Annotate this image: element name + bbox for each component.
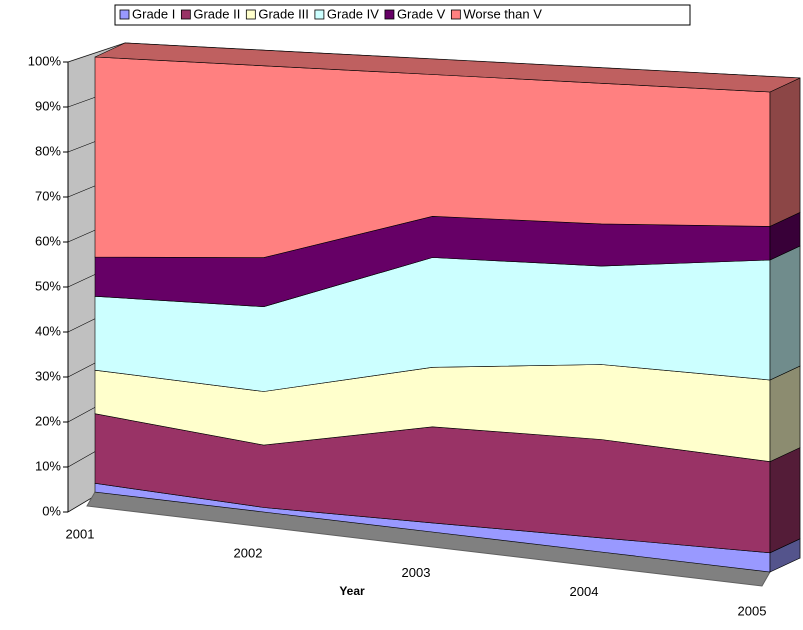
legend-box bbox=[114, 4, 691, 26]
legend-swatch bbox=[384, 9, 395, 20]
y-tick-label: 0% bbox=[42, 503, 61, 518]
y-tick-label: 60% bbox=[35, 233, 61, 248]
legend-swatch bbox=[450, 9, 461, 20]
y-tick-label: 90% bbox=[35, 98, 61, 113]
area-side bbox=[769, 447, 801, 554]
y-tick-label: 80% bbox=[35, 143, 61, 158]
y-tick-label: 40% bbox=[35, 323, 61, 338]
legend-swatch bbox=[245, 9, 256, 20]
area-side bbox=[769, 77, 801, 227]
x-tick-label: 2001 bbox=[66, 526, 95, 541]
y-tick-label: 10% bbox=[35, 458, 61, 473]
legend-label: Grade V bbox=[397, 6, 446, 21]
legend-label: Grade III bbox=[258, 6, 309, 21]
area-side bbox=[769, 245, 801, 381]
y-tick-label: 70% bbox=[35, 188, 61, 203]
legend-label: Grade I bbox=[132, 6, 175, 21]
legend-label: Grade IV bbox=[327, 6, 379, 21]
x-tick-label: 2003 bbox=[402, 565, 431, 580]
area-top bbox=[94, 42, 801, 93]
legend: Grade I Grade II Grade III Grade IV Grade V W… bbox=[119, 6, 542, 21]
legend-swatch bbox=[314, 9, 325, 20]
legend-swatch bbox=[180, 9, 191, 20]
x-tick-label: 2004 bbox=[570, 584, 599, 599]
y-tick-label: 50% bbox=[35, 278, 61, 293]
legend-swatch bbox=[119, 9, 130, 20]
y-tick-label: 100% bbox=[28, 53, 62, 68]
legend-label: Worse than V bbox=[463, 6, 542, 21]
x-tick-label: 2005 bbox=[738, 603, 767, 618]
x-tick-label: 2002 bbox=[234, 546, 263, 561]
x-axis-title: Year bbox=[339, 584, 365, 598]
y-tick-label: 20% bbox=[35, 413, 61, 428]
area-side bbox=[769, 365, 801, 463]
legend-label: Grade II bbox=[193, 6, 240, 21]
y-tick-label: 30% bbox=[35, 368, 61, 383]
